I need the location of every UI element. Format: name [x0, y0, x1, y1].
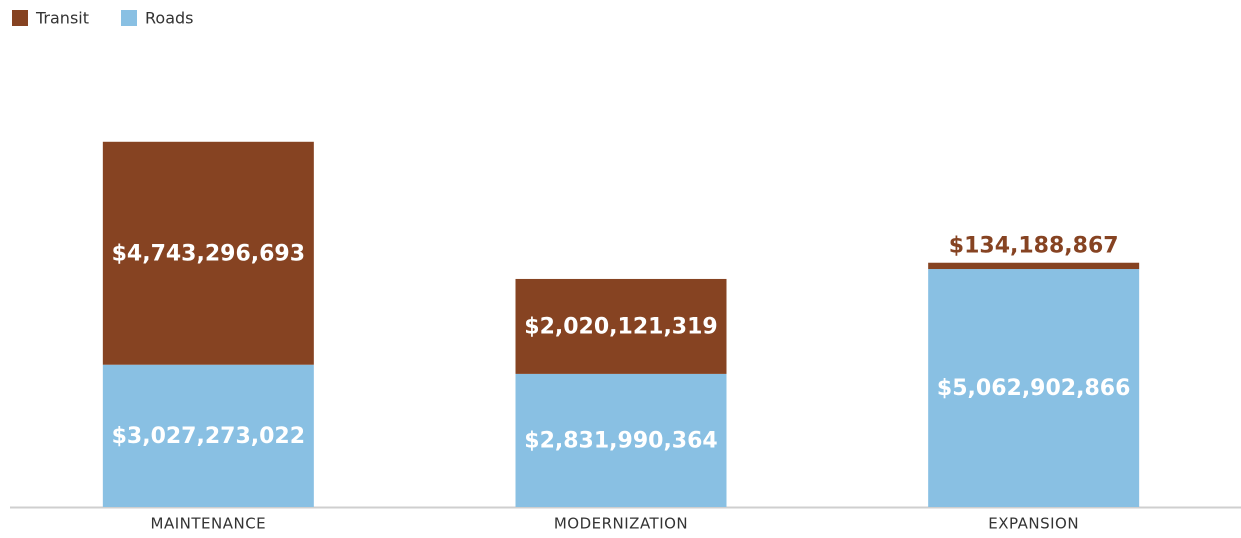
bar-segment — [515, 373, 727, 507]
bar-segment — [515, 278, 727, 374]
data-label: $3,027,273,022 — [112, 424, 305, 449]
x-tick-label: MODERNIZATION — [554, 515, 688, 533]
legend-label: Roads — [145, 9, 193, 28]
data-label: $2,020,121,319 — [524, 314, 717, 339]
bar-segment — [102, 141, 314, 365]
bar-segment — [928, 262, 1140, 270]
legend-swatch — [12, 10, 28, 26]
data-label: $134,188,867 — [949, 234, 1119, 259]
data-label: $4,743,296,693 — [112, 241, 305, 266]
data-label: $5,062,902,866 — [937, 376, 1130, 401]
bar-segment — [102, 364, 314, 507]
bar-segment — [928, 269, 1140, 507]
legend-swatch — [121, 10, 137, 26]
x-tick-label: EXPANSION — [988, 515, 1079, 533]
legend-label: Transit — [35, 9, 89, 28]
data-label: $2,831,990,364 — [524, 428, 717, 453]
x-tick-label: MAINTENANCE — [151, 515, 267, 533]
